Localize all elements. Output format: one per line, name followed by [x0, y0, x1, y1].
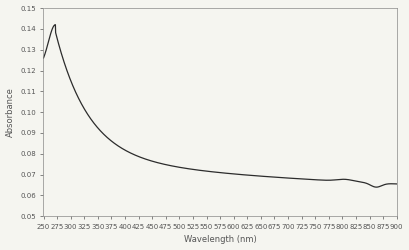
X-axis label: Wavelength (nm): Wavelength (nm)	[184, 236, 256, 244]
Y-axis label: Absorbance: Absorbance	[6, 87, 15, 137]
